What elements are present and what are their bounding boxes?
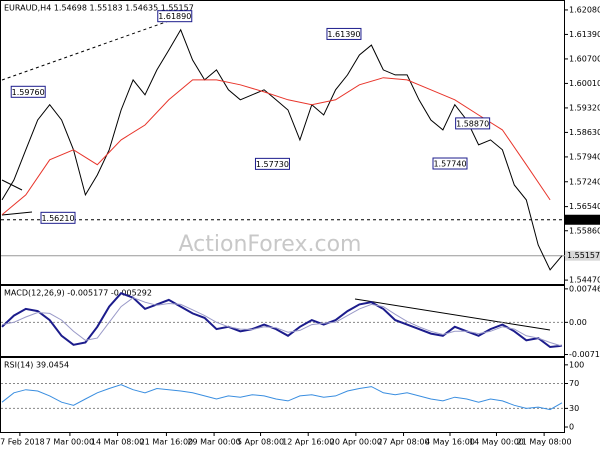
price-level-label: 1.55157 [567, 251, 600, 260]
x-tick-label: 20 Apr 00:00 [330, 438, 382, 447]
watermark: ActionForex.com [179, 232, 362, 257]
macd-title: MACD(12,26,9) -0.005177 -0.005292 [4, 289, 152, 298]
y-tick-label: 1.57940 [569, 152, 600, 161]
y-tick-label: 0.00 [569, 318, 587, 327]
annotation-box [455, 117, 491, 130]
annotation-label: 1.57740 [433, 160, 466, 169]
trendline [1, 211, 33, 216]
x-tick-label: 12 Apr 16:00 [282, 438, 334, 447]
price-level-box [565, 214, 600, 225]
y-tick-label: 1.58630 [569, 128, 600, 137]
rsi-title: RSI(14) 39.0454 [4, 361, 69, 370]
rsi-panel [0, 357, 565, 433]
y-tick-label: -0.00717 [569, 350, 600, 359]
annotation-box [254, 157, 290, 170]
series-line [1, 384, 563, 411]
y-tick-label: 1.59320 [569, 103, 600, 112]
annotation-label: 1.59760 [12, 88, 45, 97]
annotation-box [157, 10, 193, 23]
series-line [1, 297, 563, 347]
annotation-label: 1.56210 [41, 214, 74, 223]
price-level-box [565, 250, 600, 261]
series-line [1, 292, 563, 349]
y-tick-label: 1.57240 [569, 177, 600, 186]
x-tick-label: 29 Mar 00:00 [187, 438, 240, 447]
y-tick-label: 30 [569, 404, 579, 413]
y-tick-label: 1.61390 [569, 30, 600, 39]
annotation-label: 1.61390 [327, 30, 360, 39]
y-tick-label: 1.60700 [569, 54, 600, 63]
annotation-box [326, 27, 362, 40]
annotation-box [432, 157, 468, 170]
y-tick-label: 70 [569, 379, 579, 388]
x-tick-label: 14 May 00:00 [469, 438, 524, 447]
price-panel [0, 0, 565, 285]
y-tick-label: 0.00746 [569, 284, 600, 293]
y-tick-label: 1.55860 [569, 226, 600, 235]
macd-panel [0, 285, 565, 357]
trendline [1, 16, 181, 81]
chart-title: EURAUD,H4 1.54698 1.55183 1.54635 1.5515… [4, 4, 194, 13]
annotation-label: 1.58870 [456, 119, 489, 128]
trendline [1, 179, 23, 191]
x-tick-label: 7 Mar 00:00 [46, 438, 94, 447]
x-tick-label: 4 May 16:00 [425, 438, 475, 447]
x-tick-label: 27 Apr 08:00 [377, 438, 429, 447]
x-tick-label: 27 Feb 2018 [0, 438, 45, 447]
x-tick-label: 21 May 08:00 [517, 438, 572, 447]
y-tick-label: 1.60010 [569, 79, 600, 88]
x-tick-label: 14 Mar 08:00 [91, 438, 144, 447]
annotation-label: 1.57730 [256, 160, 289, 169]
annotation-label: 1.61890 [158, 12, 191, 21]
x-tick-label: 21 Mar 16:00 [140, 438, 193, 447]
y-tick-label: 100 [569, 360, 584, 369]
x-tick-label: 5 Apr 08:00 [237, 438, 284, 447]
y-tick-label: 1.56540 [569, 202, 600, 211]
macd-trendline [354, 298, 551, 331]
annotation-box [40, 211, 76, 224]
y-tick-label: 1.54470 [569, 276, 600, 285]
y-tick-label: 0 [569, 423, 574, 432]
y-tick-label: 1.62080 [569, 5, 600, 14]
series-line [1, 77, 551, 216]
annotation-box [10, 85, 46, 98]
price-level-label: 1.56170 [567, 215, 600, 224]
